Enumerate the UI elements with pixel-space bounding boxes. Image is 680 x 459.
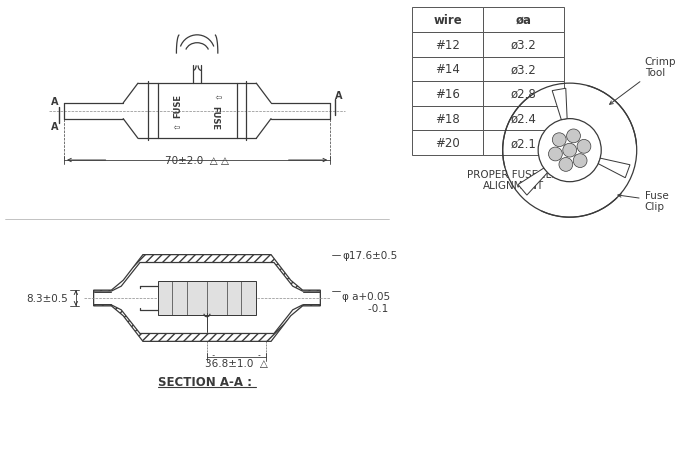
Bar [412, 33, 483, 57]
Bar [412, 131, 483, 156]
Polygon shape [94, 263, 320, 334]
Text: #18: #18 [435, 112, 460, 125]
Bar [483, 57, 564, 82]
Text: Fuse
Clip: Fuse Clip [618, 190, 668, 212]
Text: PROPER FUSECLIP
ALIGNMENT: PROPER FUSECLIP ALIGNMENT [466, 169, 560, 191]
Text: SECTION A-A :: SECTION A-A : [158, 375, 252, 388]
Text: 70±2.0  △ △: 70±2.0 △ △ [165, 156, 229, 166]
Text: #20: #20 [435, 137, 460, 150]
Text: ø2.8: ø2.8 [511, 88, 537, 101]
Text: φ a+0.05
        -0.1: φ a+0.05 -0.1 [342, 291, 390, 313]
Text: #12: #12 [435, 39, 460, 51]
Text: A: A [52, 122, 59, 132]
Circle shape [566, 130, 581, 144]
Polygon shape [598, 159, 630, 179]
Polygon shape [518, 169, 547, 196]
Text: A: A [52, 97, 59, 106]
Circle shape [563, 144, 577, 158]
Circle shape [559, 158, 573, 172]
Bar [483, 82, 564, 106]
Text: ⇩: ⇩ [210, 94, 220, 101]
Circle shape [573, 154, 587, 168]
Text: 8.3±0.5: 8.3±0.5 [27, 293, 68, 303]
Bar [158, 282, 256, 315]
Text: Seam: Seam [515, 54, 560, 111]
Polygon shape [94, 255, 320, 341]
Bar [412, 8, 483, 33]
Text: FUSE: FUSE [210, 106, 220, 129]
Text: ø3.2: ø3.2 [511, 63, 537, 76]
Text: Crimp
Tool: Crimp Tool [610, 56, 676, 105]
Text: wire: wire [433, 14, 462, 27]
Bar [483, 8, 564, 33]
Text: 36.8±1.0  △: 36.8±1.0 △ [205, 358, 268, 368]
Polygon shape [552, 89, 567, 120]
Bar [412, 57, 483, 82]
Bar [483, 106, 564, 131]
Circle shape [552, 134, 566, 147]
Bar [412, 82, 483, 106]
Text: #16: #16 [435, 88, 460, 101]
Text: ø2.1: ø2.1 [511, 137, 537, 150]
Text: A: A [335, 91, 343, 101]
Text: øa: øa [515, 14, 531, 27]
Circle shape [538, 119, 601, 182]
Text: φ17.6±0.5: φ17.6±0.5 [342, 250, 397, 260]
Bar [483, 131, 564, 156]
Circle shape [549, 148, 562, 162]
Circle shape [577, 140, 591, 154]
Text: ø3.2: ø3.2 [511, 39, 537, 51]
Text: ø2.4: ø2.4 [511, 112, 537, 125]
Text: FUSE: FUSE [173, 94, 182, 118]
Text: ⇧: ⇧ [173, 122, 182, 129]
Text: #14: #14 [435, 63, 460, 76]
Bar [483, 33, 564, 57]
Bar [412, 106, 483, 131]
